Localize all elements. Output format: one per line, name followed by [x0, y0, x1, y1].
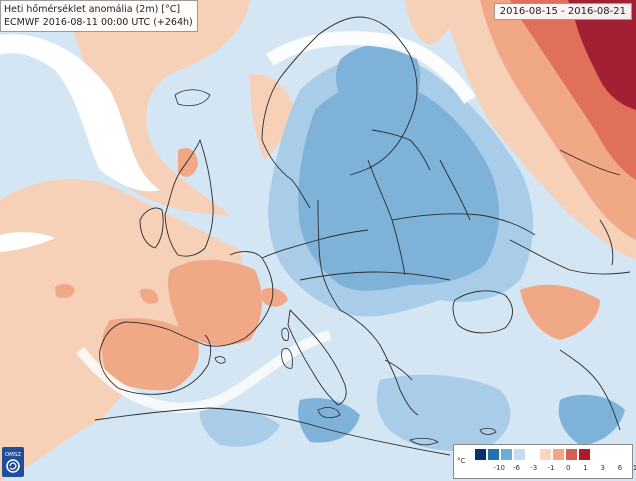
legend-swatch — [578, 448, 591, 461]
island-sicily — [317, 407, 341, 419]
border-central-5 — [299, 271, 451, 281]
coastline-iberia — [99, 321, 212, 395]
warm-mid-france — [168, 259, 262, 346]
legend-swatch — [539, 448, 552, 461]
border-greece — [384, 359, 413, 381]
legend-swatch — [474, 448, 487, 461]
island-corsica — [281, 327, 289, 341]
logo-text: OMSZ — [5, 452, 22, 458]
border-central-1 — [261, 229, 369, 259]
legend-ticks: -10-6-3-1013610 — [474, 464, 636, 476]
legend-tick-label: -6 — [513, 464, 520, 472]
coastline-ireland — [139, 207, 164, 249]
neutral-band-europe — [266, 31, 476, 104]
border-central-6 — [439, 159, 471, 221]
warm-mid-atlantic-spot-2 — [140, 288, 159, 304]
omsz-logo-graphic: OMSZ — [2, 447, 24, 477]
legend-swatch — [565, 448, 578, 461]
cold-strong-scandinavia — [335, 44, 421, 121]
legend-swatches — [474, 448, 591, 461]
cold-strong-central-europe — [298, 81, 500, 291]
border-central-3 — [367, 159, 406, 276]
warm-mid-atlantic-spot — [55, 283, 75, 298]
legend-swatch — [552, 448, 565, 461]
cold-strong-middle-east — [558, 394, 625, 445]
border-central-2 — [317, 199, 341, 311]
warm-mid-turkey — [520, 284, 600, 340]
legend-unit: °C — [457, 457, 466, 465]
warm-light-scandinavia-west — [250, 74, 295, 160]
border-east-1 — [509, 239, 631, 275]
warm-light-nw-corner — [405, 0, 460, 45]
neutral-band-ocean-2 — [0, 232, 55, 252]
neutral-band-atlantic — [0, 34, 160, 192]
warm-mid-uk — [178, 148, 198, 177]
coastline-black-sea — [452, 290, 513, 334]
legend-tick-label: 6 — [617, 464, 623, 472]
border-mideast — [559, 349, 621, 431]
map-title-box: Heti hőmérséklet anomália (2m) [°C] ECMW… — [0, 0, 198, 32]
border-caspian — [599, 219, 614, 266]
island-balearic — [214, 356, 226, 364]
warm-mid-iberia — [101, 318, 199, 391]
border-central-4 — [391, 213, 536, 236]
legend-tick-label: 3 — [600, 464, 605, 472]
coastline-north-africa — [94, 407, 451, 456]
legend-tick-label: -1 — [547, 464, 555, 472]
date-range-box: 2016-08-15 - 2016-08-21 — [493, 3, 632, 20]
legend-tick-label: 1 — [583, 464, 588, 472]
date-range-text: 2016-08-15 - 2016-08-21 — [499, 6, 626, 17]
islands — [174, 89, 497, 446]
island-iceland — [174, 89, 211, 107]
hot-russia — [568, 0, 636, 110]
legend-swatch — [513, 448, 526, 461]
legend-tick-label: 10 — [632, 464, 636, 472]
color-legend: °C -10-6-3-1013610 — [453, 444, 636, 479]
island-sardinia — [281, 348, 293, 369]
coastline-western-europe — [169, 251, 274, 347]
warm-light-north-atlantic — [60, 0, 250, 215]
map-subtitle: ECMWF 2016-08-11 00:00 UTC (+264h) — [4, 17, 193, 28]
border-east-2 — [559, 149, 621, 176]
omsz-logo-icon: OMSZ — [2, 447, 24, 477]
coastline-scandinavia — [261, 16, 418, 176]
coastline-italy — [287, 309, 347, 406]
legend-tick-label: -3 — [530, 464, 538, 472]
legend-tick-label: 0 — [566, 464, 571, 472]
coastline-norway — [261, 139, 311, 209]
cold-mid-africa — [199, 408, 280, 447]
legend-swatch — [500, 448, 513, 461]
border-baltic — [371, 129, 431, 171]
island-cyprus — [479, 427, 497, 435]
neutral-band-north-africa — [76, 330, 332, 413]
country-borders — [94, 16, 631, 456]
legend-swatch — [487, 448, 500, 461]
cold-mid-mediterranean-east — [376, 374, 511, 452]
island-crete — [409, 437, 439, 446]
cold-strong-mediterranean — [298, 398, 360, 443]
coastline-uk — [164, 139, 214, 257]
warm-mid-alps — [262, 288, 288, 307]
coastline-balkans — [339, 309, 419, 416]
map-title: Heti hőmérséklet anomália (2m) [°C] — [4, 4, 181, 15]
legend-tick-label: -10 — [493, 464, 505, 472]
legend-swatch — [526, 448, 539, 461]
